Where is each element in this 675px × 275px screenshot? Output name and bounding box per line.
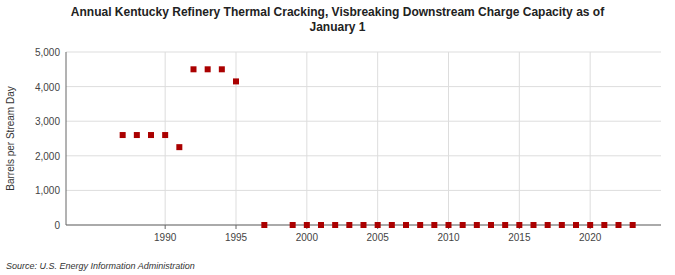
point (346, 222, 352, 228)
grid-line (66, 155, 661, 156)
grid-line (66, 190, 661, 191)
point (332, 222, 338, 228)
point (191, 66, 197, 72)
point (148, 132, 154, 138)
point (502, 222, 508, 228)
y-tick-label: 4,000 (35, 82, 60, 93)
chart: Annual Kentucky Refinery Thermal Crackin… (0, 0, 675, 275)
y-tick-label: 3,000 (35, 116, 60, 127)
point (176, 144, 182, 150)
point (417, 222, 423, 228)
ticks: 0 1,000 2,000 3,000 4,000 5,000 1990 1995 2000 20… (35, 47, 602, 243)
x-tick-label: 2005 (367, 232, 390, 243)
point (219, 66, 225, 72)
grid (66, 52, 661, 225)
point (134, 132, 140, 138)
point (446, 222, 452, 228)
x-tick-label: 2015 (508, 232, 531, 243)
grid-line (165, 52, 166, 225)
x-tick (236, 225, 237, 229)
point (318, 222, 324, 228)
point (403, 222, 409, 228)
point (361, 222, 367, 228)
points (120, 66, 636, 228)
point (573, 222, 579, 228)
point (630, 222, 636, 228)
point (431, 222, 437, 228)
point (389, 222, 395, 228)
point (261, 222, 267, 228)
x-tick-label: 2020 (579, 232, 602, 243)
grid-line (519, 52, 520, 225)
y-tick-label: 5,000 (35, 47, 60, 58)
point (460, 222, 466, 228)
grid-line (66, 52, 661, 53)
point (531, 222, 537, 228)
x-tick-label: 1995 (225, 232, 248, 243)
x-tick (165, 225, 166, 229)
x-tick-label: 2010 (437, 232, 460, 243)
grid-line (306, 52, 307, 225)
point (474, 222, 480, 228)
point (516, 222, 522, 228)
point (601, 222, 607, 228)
y-tick-label: 0 (54, 220, 60, 231)
point (375, 222, 381, 228)
grid-line (66, 121, 661, 122)
point (616, 222, 622, 228)
grid-line (448, 52, 449, 225)
x-tick-label: 2000 (296, 232, 319, 243)
point (304, 222, 310, 228)
point (290, 222, 296, 228)
y-axis-label: Barrels per Stream Day (5, 86, 16, 190)
title: Annual Kentucky Refinery Thermal Crackin… (71, 5, 605, 34)
x-tick-label: 1990 (154, 232, 177, 243)
point (233, 78, 239, 84)
point (120, 132, 126, 138)
grid-line (377, 52, 378, 225)
point (162, 132, 168, 138)
y-axis (66, 52, 67, 225)
source: Source: U.S. Energy Information Administ… (6, 261, 195, 271)
point (545, 222, 551, 228)
y-tick-label: 2,000 (35, 151, 60, 162)
point (205, 66, 211, 72)
point (587, 222, 593, 228)
grid-line (236, 52, 237, 225)
point (559, 222, 565, 228)
grid-line (66, 86, 661, 87)
y-tick-label: 1,000 (35, 185, 60, 196)
grid-line (590, 52, 591, 225)
point (488, 222, 494, 228)
